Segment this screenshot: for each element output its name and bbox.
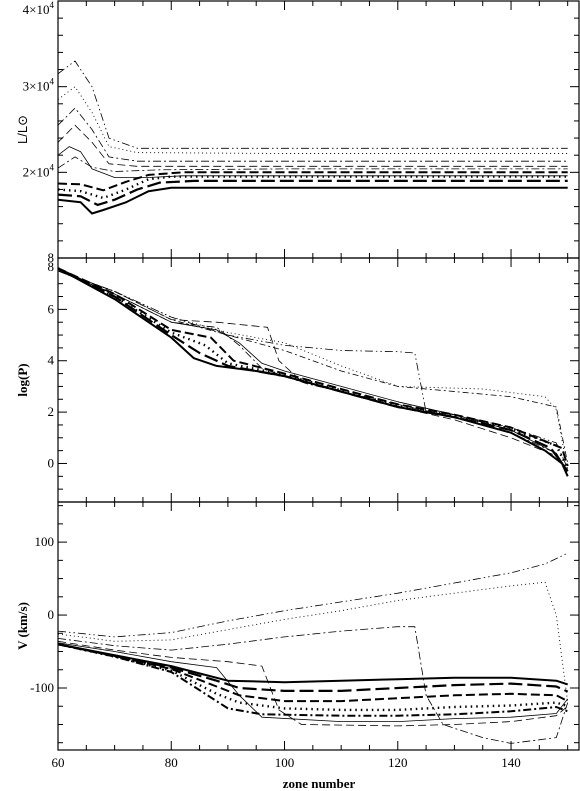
- series-line-5: [58, 643, 569, 717]
- series-line-1: [58, 186, 568, 215]
- plot-frame: [57, 501, 580, 751]
- series-line-6: [58, 642, 569, 722]
- series-line-10: [58, 552, 568, 638]
- y-tick-label: 4×104: [23, 0, 55, 17]
- y-tick-label: 0: [48, 455, 55, 470]
- y-tick-label: 2×104: [23, 162, 55, 179]
- series-line-4: [58, 267, 569, 467]
- series-line-2: [58, 179, 568, 206]
- x-tick-label: 60: [52, 755, 65, 770]
- y-tick-label: 4: [48, 353, 55, 368]
- y-tick-label: 8: [48, 259, 55, 274]
- series-line-1: [58, 267, 569, 477]
- y-tick-label: 100: [35, 534, 55, 549]
- y-tick-label: 2: [48, 404, 55, 419]
- series-line-10: [58, 60, 568, 149]
- y-axis-title: log(P): [15, 363, 30, 396]
- series-line-7: [58, 640, 568, 727]
- series-line-7: [58, 124, 568, 167]
- series-line-4: [58, 171, 568, 192]
- series-line-10: [58, 270, 569, 469]
- series-line-8: [58, 270, 569, 464]
- x-tick-label: 80: [165, 755, 178, 770]
- series-line-2: [58, 643, 569, 693]
- series-line-1: [58, 643, 569, 686]
- y-axis-title: V (km/s): [15, 602, 30, 650]
- y-tick-label: 3×104: [23, 77, 55, 94]
- series-line-9: [58, 581, 569, 703]
- x-axis-title: zone number: [283, 776, 356, 791]
- series-line-8: [58, 626, 569, 744]
- y-tick-label: -100: [30, 680, 54, 695]
- series-line-8: [58, 107, 568, 162]
- y-tick-label: 8: [48, 250, 55, 265]
- series-line-6: [58, 156, 568, 172]
- y-tick-label: 6: [48, 301, 55, 316]
- series-line-3: [58, 643, 569, 703]
- x-tick-label: 140: [501, 755, 521, 770]
- x-tick-label: 120: [388, 755, 408, 770]
- series-line-6: [58, 270, 569, 472]
- panel-log-pressure: 0 2 4 6 8 log(P): [15, 257, 580, 503]
- y-tick-label: 0: [48, 607, 55, 622]
- series-line-3: [58, 267, 569, 470]
- series-line-5: [58, 146, 568, 178]
- panel-luminosity: 8 2×104 3×104 4×104 L/L⊙: [15, 0, 580, 265]
- panel-velocity: -100 0 100 V (km/s) 60 80 100 120 140: [15, 501, 580, 770]
- y-axis-title: L/L⊙: [15, 115, 30, 144]
- x-tick-label: 100: [275, 755, 295, 770]
